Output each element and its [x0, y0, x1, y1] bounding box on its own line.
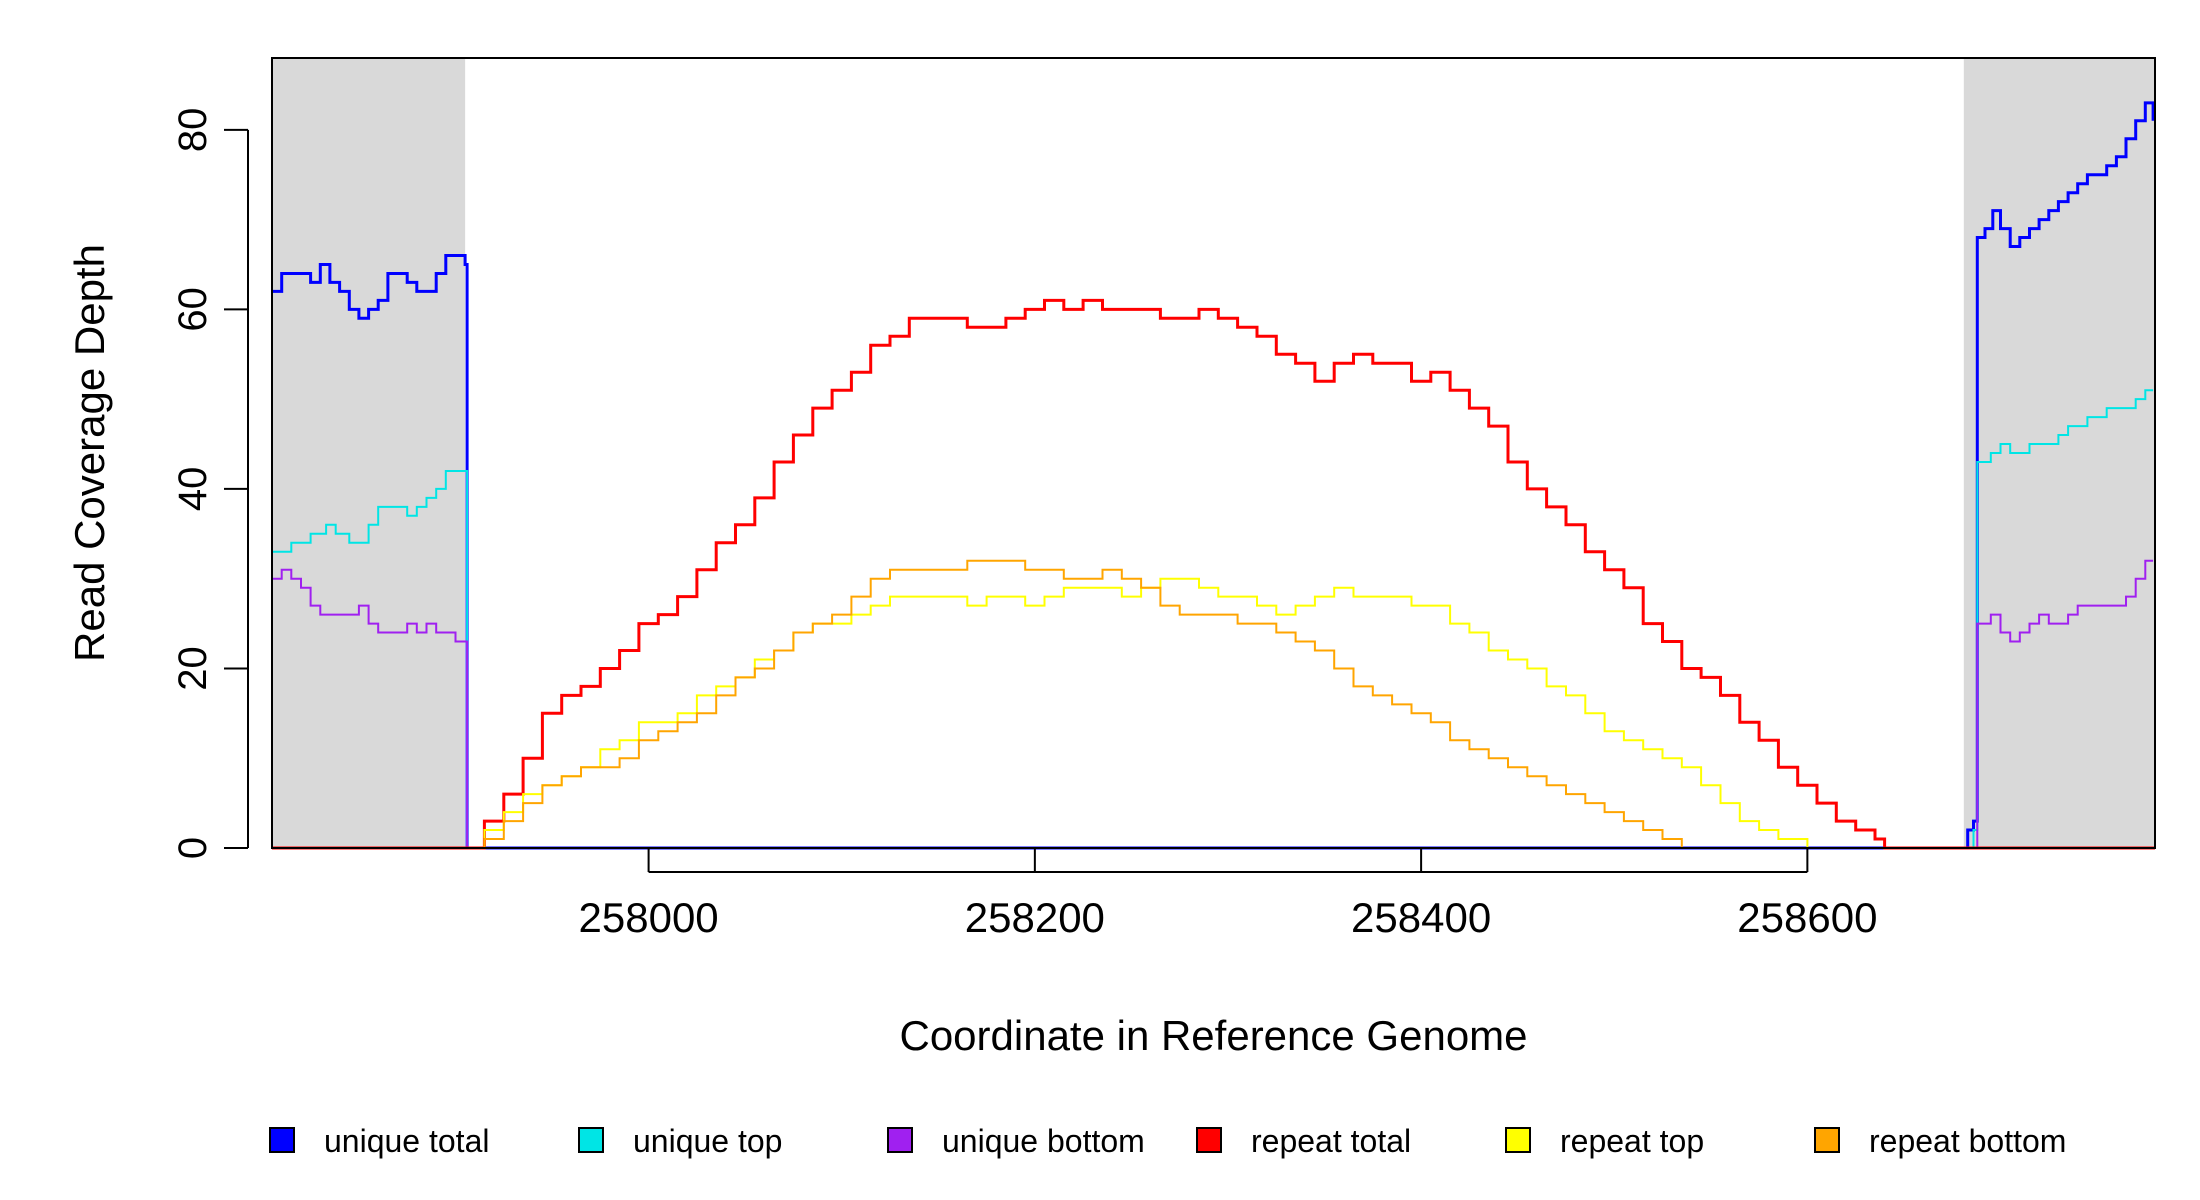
series-repeat-bottom [272, 559, 2155, 849]
legend-swatch-unique-total [269, 1127, 295, 1153]
shaded-region-1 [272, 58, 466, 848]
y-tick-label: 80 [171, 108, 215, 153]
x-tick-label: 258400 [1351, 894, 1491, 941]
series-unique-top [272, 389, 2154, 849]
legend-swatch-repeat-bottom [1814, 1127, 1840, 1153]
legend-label-unique-bottom: unique bottom [942, 1123, 1145, 1159]
y-axis-label: Read Coverage Depth [66, 244, 113, 662]
series-repeat-total [272, 298, 2155, 850]
legend-label-unique-total: unique total [324, 1123, 489, 1159]
x-tick-label: 258600 [1737, 894, 1877, 941]
shaded-regions [272, 58, 2155, 848]
legend-swatch-repeat-total [1196, 1127, 1222, 1153]
legend-label-repeat-bottom: repeat bottom [1869, 1123, 2066, 1159]
legend: unique total unique top unique bottom repea… [269, 1123, 2066, 1159]
legend-swatch-unique-top [578, 1127, 604, 1153]
x-tick-label: 258000 [579, 894, 719, 941]
legend-swatch-repeat-top [1505, 1127, 1531, 1153]
series-lines [272, 101, 2155, 850]
y-tick-label: 40 [171, 467, 215, 512]
series-unique-bottom [272, 559, 2154, 849]
legend-label-repeat-top: repeat top [1560, 1123, 1704, 1159]
y-tick-label: 0 [171, 837, 215, 859]
x-tick-label: 258200 [965, 894, 1105, 941]
y-axis: 0 20 40 60 80 [171, 108, 249, 859]
x-axis: 258000 258200 258400 258600 [579, 848, 1877, 941]
x-axis-label: Coordinate in Reference Genome [899, 1012, 1527, 1059]
y-tick-label: 20 [171, 646, 215, 691]
y-tick-label: 60 [171, 287, 215, 332]
legend-swatch-unique-bottom [887, 1127, 913, 1153]
plot-frame [271, 57, 2156, 849]
series-unique-total [272, 101, 2155, 850]
legend-label-unique-top: unique top [633, 1123, 782, 1159]
legend-label-repeat-total: repeat total [1251, 1123, 1411, 1159]
